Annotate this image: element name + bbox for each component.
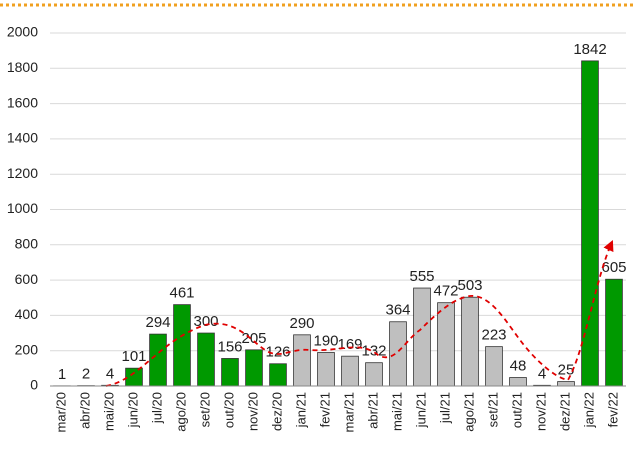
data-label: 223 <box>481 327 506 344</box>
data-label: 461 <box>169 285 194 302</box>
x-tick-label: mar/21 <box>341 392 356 432</box>
y-tick-label: 1400 <box>7 130 38 146</box>
data-label: 290 <box>289 315 314 332</box>
bar <box>437 302 455 387</box>
x-tick-label: nov/20 <box>245 392 260 431</box>
data-label: 156 <box>217 338 242 355</box>
x-tick-label: ago/20 <box>173 392 188 432</box>
bar <box>125 367 143 387</box>
bar <box>461 296 479 387</box>
x-tick-label: mar/20 <box>53 392 68 432</box>
x-tick-label: jan/21 <box>293 392 308 428</box>
data-label: 2 <box>82 366 90 383</box>
y-tick-label: 2000 <box>7 24 38 40</box>
x-tick-label: jun/20 <box>125 392 140 428</box>
y-tick-label: 400 <box>15 306 39 322</box>
bar <box>389 321 407 387</box>
x-tick-label: jan/22 <box>581 392 596 428</box>
x-tick-label: out/20 <box>221 392 236 428</box>
bar <box>485 346 503 387</box>
y-tick-label: 200 <box>15 341 39 357</box>
x-tick-label: mai/20 <box>101 392 116 431</box>
data-label: 300 <box>193 313 218 330</box>
data-label: 503 <box>457 277 482 294</box>
data-label: 294 <box>145 314 170 331</box>
data-label: 1 <box>58 366 66 383</box>
data-label: 48 <box>510 357 527 374</box>
x-tick-label: jul/20 <box>149 392 164 424</box>
y-tick-label: 1200 <box>7 165 38 181</box>
x-tick-label: set/20 <box>197 392 212 427</box>
bar <box>269 363 287 387</box>
y-tick-label: 0 <box>30 377 38 393</box>
x-tick-label: fev/22 <box>605 392 620 427</box>
bar <box>413 287 431 387</box>
data-label: 169 <box>337 336 362 353</box>
data-label: 126 <box>265 344 290 361</box>
data-label: 555 <box>409 268 434 285</box>
x-tick-label: jun/21 <box>413 392 428 428</box>
y-tick-label: 1000 <box>7 200 38 216</box>
bar <box>149 333 167 387</box>
x-tick-label: nov/21 <box>533 392 548 431</box>
x-tick-label: mai/21 <box>389 392 404 431</box>
bar <box>365 362 383 387</box>
x-tick-label: dez/20 <box>269 392 284 431</box>
data-label: 132 <box>361 343 386 360</box>
bar <box>341 355 359 387</box>
bar <box>173 304 191 387</box>
bar <box>317 352 335 387</box>
x-tick-label: set/21 <box>485 392 500 427</box>
bar <box>605 278 623 387</box>
x-tick-label: ago/21 <box>461 392 476 432</box>
data-label: 4 <box>538 365 546 382</box>
bar <box>245 349 263 387</box>
y-tick-label: 600 <box>15 271 39 287</box>
bar <box>221 358 239 387</box>
y-tick-label: 800 <box>15 236 39 252</box>
y-tick-label: 1600 <box>7 94 38 110</box>
data-label: 4 <box>106 365 114 382</box>
data-label: 101 <box>121 348 146 365</box>
bar <box>509 377 527 387</box>
data-label: 205 <box>241 330 266 347</box>
bar <box>197 332 215 387</box>
data-label: 25 <box>558 362 575 379</box>
y-tick-label: 1800 <box>7 59 38 75</box>
x-tick-label: fev/21 <box>317 392 332 427</box>
data-label: 472 <box>433 283 458 300</box>
data-label: 1842 <box>573 41 606 58</box>
x-tick-label: dez/21 <box>557 392 572 431</box>
x-tick-label: abr/20 <box>77 392 92 429</box>
data-label: 190 <box>313 332 338 349</box>
trend-line <box>105 240 614 387</box>
data-label: 364 <box>385 302 410 319</box>
x-tick-label: out/21 <box>509 392 524 428</box>
bar <box>557 381 575 387</box>
x-tick-label: abr/21 <box>365 392 380 429</box>
data-label: 605 <box>601 259 626 276</box>
x-tick-label: jul/21 <box>437 392 452 424</box>
bar <box>293 334 311 387</box>
